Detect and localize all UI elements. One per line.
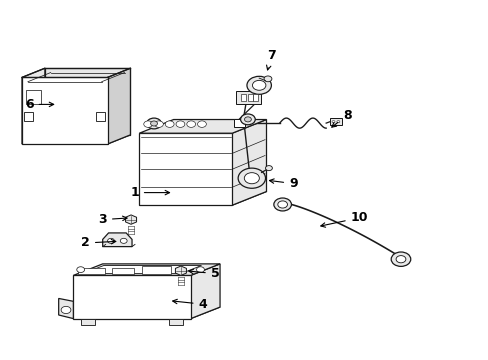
Bar xyxy=(329,118,341,125)
Circle shape xyxy=(390,252,410,266)
Circle shape xyxy=(244,173,259,184)
Circle shape xyxy=(331,121,334,123)
Bar xyxy=(233,119,245,127)
Polygon shape xyxy=(168,319,183,325)
Circle shape xyxy=(252,80,265,90)
Text: 5: 5 xyxy=(188,267,219,280)
Text: 9: 9 xyxy=(269,177,297,190)
Polygon shape xyxy=(175,266,186,275)
Circle shape xyxy=(238,168,265,188)
Circle shape xyxy=(244,117,251,122)
Text: 3: 3 xyxy=(98,213,127,226)
Text: 10: 10 xyxy=(320,211,367,227)
Circle shape xyxy=(154,121,163,127)
Polygon shape xyxy=(96,112,105,121)
Text: 2: 2 xyxy=(81,237,116,249)
Polygon shape xyxy=(232,120,266,205)
Polygon shape xyxy=(139,120,266,133)
Polygon shape xyxy=(190,264,220,319)
Polygon shape xyxy=(22,68,45,144)
Circle shape xyxy=(240,114,255,125)
Bar xyxy=(78,268,105,274)
Circle shape xyxy=(265,166,272,171)
Polygon shape xyxy=(102,233,132,247)
Polygon shape xyxy=(73,264,220,275)
Text: 7: 7 xyxy=(266,49,275,70)
Circle shape xyxy=(120,238,127,243)
Polygon shape xyxy=(73,275,190,319)
Circle shape xyxy=(196,267,204,273)
Text: 8: 8 xyxy=(331,109,351,127)
Circle shape xyxy=(176,121,184,127)
Circle shape xyxy=(77,267,84,273)
Circle shape xyxy=(395,256,405,263)
Text: 1: 1 xyxy=(130,186,169,199)
Circle shape xyxy=(246,76,271,94)
Text: 6: 6 xyxy=(25,98,54,111)
Circle shape xyxy=(277,201,287,208)
Bar xyxy=(112,268,134,274)
Bar xyxy=(253,94,258,101)
Polygon shape xyxy=(83,266,201,274)
Polygon shape xyxy=(139,133,232,205)
Polygon shape xyxy=(22,135,130,144)
Polygon shape xyxy=(59,298,73,319)
Circle shape xyxy=(197,121,206,127)
Bar xyxy=(236,91,260,104)
Circle shape xyxy=(143,121,152,127)
Polygon shape xyxy=(81,319,95,325)
Circle shape xyxy=(146,118,161,129)
Polygon shape xyxy=(45,68,130,135)
Circle shape xyxy=(264,76,271,82)
Bar xyxy=(142,266,171,274)
Circle shape xyxy=(150,121,157,126)
Bar xyxy=(248,94,253,101)
Bar xyxy=(241,94,245,101)
Polygon shape xyxy=(24,112,33,121)
Polygon shape xyxy=(73,307,220,319)
Polygon shape xyxy=(139,192,266,205)
Circle shape xyxy=(336,121,339,123)
Text: 4: 4 xyxy=(172,298,207,311)
Bar xyxy=(26,90,41,104)
Polygon shape xyxy=(125,215,136,224)
Circle shape xyxy=(107,238,114,243)
Circle shape xyxy=(186,121,195,127)
Circle shape xyxy=(61,306,71,314)
Circle shape xyxy=(273,198,291,211)
Polygon shape xyxy=(22,77,107,144)
Circle shape xyxy=(165,121,174,127)
Polygon shape xyxy=(107,68,130,144)
